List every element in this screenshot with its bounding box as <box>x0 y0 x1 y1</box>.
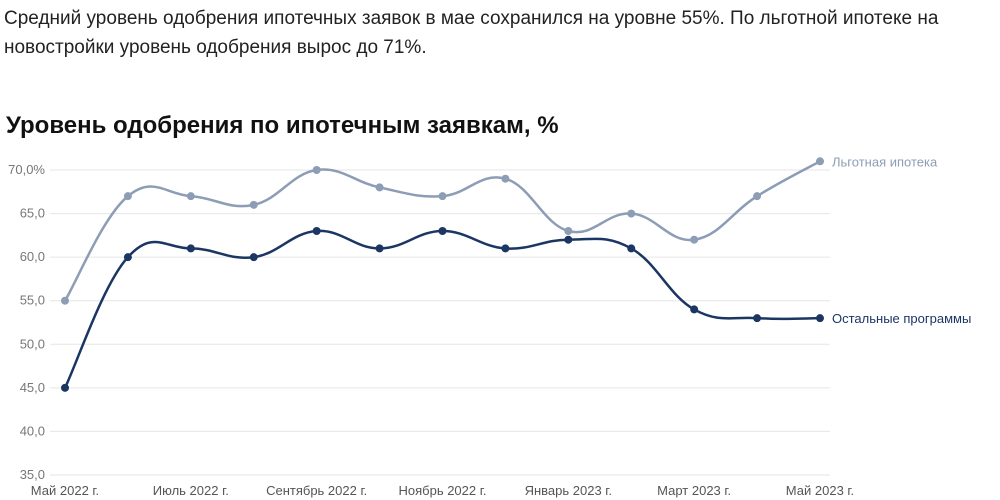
data-point <box>816 157 824 166</box>
y-axis-ticks: 70,0% 65,0 60,0 55,0 50,0 45,0 40,0 35,0 <box>8 162 45 482</box>
y-tick-label: 35,0 <box>20 467 45 482</box>
data-point <box>753 314 762 323</box>
x-tick-label: Май 2023 г. <box>786 483 854 498</box>
data-point <box>753 192 762 201</box>
data-point <box>627 209 636 218</box>
gridlines <box>50 169 830 476</box>
data-point <box>438 192 447 201</box>
data-point <box>627 244 636 253</box>
y-tick-label: 60,0 <box>20 249 45 264</box>
x-tick-label: Июль 2022 г. <box>153 483 229 498</box>
x-tick-label: Сентябрь 2022 г. <box>266 483 367 498</box>
data-point <box>249 253 258 262</box>
y-tick-label: 45,0 <box>20 380 45 395</box>
series-label: Льготная ипотека <box>832 154 938 169</box>
x-tick-label: Январь 2023 г. <box>525 483 612 498</box>
data-point <box>501 244 510 253</box>
data-point <box>61 383 69 392</box>
y-tick-label: 50,0 <box>20 336 45 351</box>
series-line <box>63 229 821 389</box>
series-labels: Льготная ипотека Остальные программы <box>832 154 971 326</box>
chart-title: Уровень одобрения по ипотечным заявкам, … <box>6 112 559 139</box>
data-point <box>564 235 573 244</box>
data-point <box>816 314 824 323</box>
y-tick-label: 55,0 <box>20 293 45 308</box>
data-point <box>123 253 132 262</box>
intro-text: Средний уровень одобрения ипотечных заяв… <box>4 8 939 58</box>
data-point <box>375 183 384 192</box>
data-point <box>564 227 573 235</box>
x-tick-label: Май 2022 г. <box>31 483 99 498</box>
x-tick-label: Ноябрь 2022 г. <box>398 483 486 498</box>
data-point <box>186 244 195 253</box>
data-point <box>312 227 321 235</box>
data-point <box>61 296 69 305</box>
data-point <box>375 244 384 253</box>
x-tick-label: Март 2023 г. <box>657 483 731 498</box>
y-tick-label: 65,0 <box>20 206 45 221</box>
data-point <box>438 227 447 235</box>
data-point <box>123 192 132 201</box>
data-point <box>186 192 195 201</box>
y-tick-label: 70,0% <box>8 162 45 177</box>
data-point <box>312 166 321 174</box>
data-point <box>690 305 699 314</box>
data-point <box>501 174 510 183</box>
series-label: Остальные программы <box>832 311 971 326</box>
y-tick-label: 40,0 <box>20 423 45 438</box>
series-lines <box>61 157 824 392</box>
data-point <box>690 235 699 244</box>
x-axis-ticks: Май 2022 г. Июль 2022 г. Сентябрь 2022 г. Н… <box>31 483 854 498</box>
data-point <box>249 200 258 209</box>
